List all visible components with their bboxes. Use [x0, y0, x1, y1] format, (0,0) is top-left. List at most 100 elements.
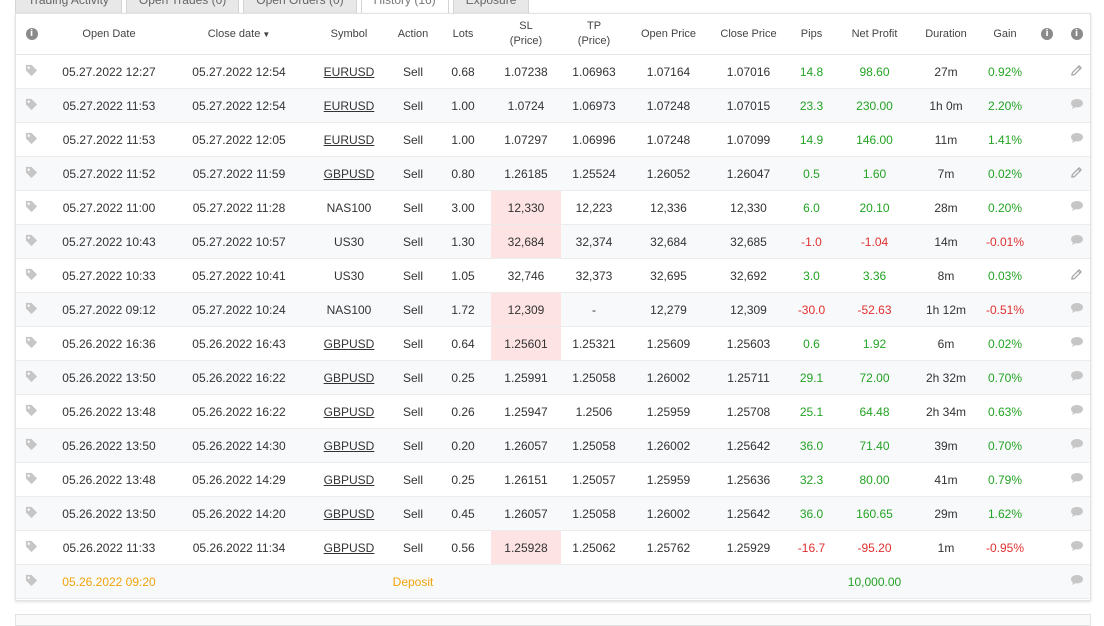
open-price-cell: 1.25959 [627, 394, 710, 429]
close-price-cell: 1.25636 [710, 462, 787, 497]
tag-icon[interactable] [25, 302, 38, 318]
net-profit-cell: 80.00 [836, 462, 913, 497]
duration-cell: 2h 32m [913, 360, 979, 395]
symbol-link[interactable]: GBPUSD [307, 394, 391, 429]
tp-price-cell: 1.25321 [561, 326, 627, 361]
header-lots[interactable]: Lots [435, 14, 491, 55]
tab-history[interactable]: History (16) [360, 0, 449, 14]
open-price-cell: 1.26002 [627, 428, 710, 463]
pencil-cell [1063, 258, 1090, 293]
comment-icon[interactable] [1070, 540, 1084, 555]
symbol-link[interactable]: GBPUSD [307, 360, 391, 395]
info-icon[interactable]: i [1070, 27, 1083, 40]
header-pips[interactable]: Pips [787, 14, 836, 55]
tag-cell [16, 292, 47, 327]
symbol-link[interactable]: GBPUSD [307, 156, 391, 191]
symbol-link[interactable]: GBPUSD [307, 530, 391, 565]
header-gain[interactable]: Gain [979, 14, 1031, 55]
info-icon[interactable]: i [1041, 27, 1053, 40]
action-cell: Sell [391, 224, 435, 259]
tag-cell [16, 394, 47, 429]
pencil-icon[interactable] [1070, 268, 1083, 284]
comment-icon[interactable] [1070, 472, 1084, 487]
tag-icon[interactable] [25, 438, 38, 454]
comment-icon[interactable] [1070, 234, 1084, 249]
header-sl[interactable]: SL (Price) [491, 14, 561, 55]
header-symbol[interactable]: Symbol [307, 14, 391, 55]
tab-trading-activity[interactable]: Trading Activity [15, 0, 122, 14]
tag-icon[interactable] [25, 540, 38, 556]
symbol-link[interactable]: EURUSD [307, 122, 391, 157]
header-duration[interactable]: Duration [913, 14, 979, 55]
tag-icon[interactable] [25, 200, 38, 216]
tag-icon[interactable] [25, 574, 38, 590]
pencil-icon[interactable] [1070, 64, 1083, 80]
symbol-link[interactable]: GBPUSD [307, 496, 391, 531]
close-price-cell: 1.25708 [710, 394, 787, 429]
open-price-cell: 1.26002 [627, 360, 710, 395]
tag-icon[interactable] [25, 166, 38, 182]
tag-icon[interactable] [25, 506, 38, 522]
pencil-icon[interactable] [1070, 166, 1083, 182]
close-date-cell: 05.26.2022 14:20 [171, 496, 307, 531]
comment-icon[interactable] [1070, 404, 1084, 419]
symbol-link[interactable]: EURUSD [307, 88, 391, 123]
open-price-cell: 1.26002 [627, 496, 710, 531]
close-price-cell: 1.25603 [710, 326, 787, 361]
header-net-profit[interactable]: Net Profit [836, 14, 913, 55]
comment-cell [1063, 360, 1090, 395]
symbol-link[interactable]: GBPUSD [307, 326, 391, 361]
symbol-link[interactable]: GBPUSD [307, 462, 391, 497]
header-close-price[interactable]: Close Price [710, 14, 787, 55]
comment-icon[interactable] [1070, 98, 1084, 113]
tab-exposure[interactable]: Exposure [452, 0, 530, 14]
comment-icon[interactable] [1070, 132, 1084, 147]
info-icon[interactable]: i [25, 27, 38, 40]
comment-icon[interactable] [1070, 438, 1084, 453]
comment-icon[interactable] [1070, 574, 1084, 589]
tag-icon[interactable] [25, 336, 38, 352]
header-action[interactable]: Action [391, 14, 435, 55]
lots-cell: 0.20 [435, 428, 491, 463]
header-tp[interactable]: TP (Price) [561, 14, 627, 55]
symbol-link[interactable]: EURUSD [307, 54, 391, 89]
tab-open-orders[interactable]: Open Orders (0) [243, 0, 357, 14]
gain-cell: 0.63% [979, 394, 1031, 429]
table-row: 05.26.2022 16:36 05.26.2022 16:43 GBPUSD Se… [16, 326, 1090, 361]
empty-cell [913, 564, 979, 599]
open-price-cell: 1.07248 [627, 122, 710, 157]
symbol-link[interactable]: GBPUSD [307, 428, 391, 463]
pips-cell: -16.7 [787, 530, 836, 565]
header-open-date[interactable]: Open Date [47, 14, 171, 55]
comment-icon[interactable] [1070, 302, 1084, 317]
tag-icon[interactable] [25, 268, 38, 284]
close-price-cell: 1.07016 [710, 54, 787, 89]
header-info-col-3: i [1063, 14, 1090, 55]
header-open-price[interactable]: Open Price [627, 14, 710, 55]
spacer-cell [1031, 54, 1063, 89]
comment-icon[interactable] [1070, 200, 1084, 215]
lots-cell: 0.25 [435, 360, 491, 395]
action-cell: Sell [391, 190, 435, 225]
open-date-cell: 05.26.2022 13:48 [47, 394, 171, 429]
spacer-cell [1031, 122, 1063, 157]
tag-icon[interactable] [25, 472, 38, 488]
tag-icon[interactable] [25, 64, 38, 80]
header-close-date-label: Close date [207, 27, 261, 40]
tag-icon[interactable] [25, 234, 38, 250]
action-cell: Sell [391, 258, 435, 293]
comment-icon[interactable] [1070, 336, 1084, 351]
tag-icon[interactable] [25, 370, 38, 386]
header-close-date[interactable]: Close date ▼ [171, 14, 307, 55]
action-cell: Sell [391, 156, 435, 191]
open-price-cell: 1.25609 [627, 326, 710, 361]
tag-icon[interactable] [25, 132, 38, 148]
tag-icon[interactable] [25, 98, 38, 114]
open-date-cell: 05.27.2022 09:12 [47, 292, 171, 327]
spacer-cell [1031, 190, 1063, 225]
tab-open-trades[interactable]: Open Trades (0) [125, 0, 240, 14]
comment-icon[interactable] [1070, 506, 1084, 521]
tag-icon[interactable] [25, 404, 38, 420]
comment-icon[interactable] [1070, 370, 1084, 385]
header-row: i Open Date Close date ▼ Symbol Action Lo… [16, 14, 1090, 55]
